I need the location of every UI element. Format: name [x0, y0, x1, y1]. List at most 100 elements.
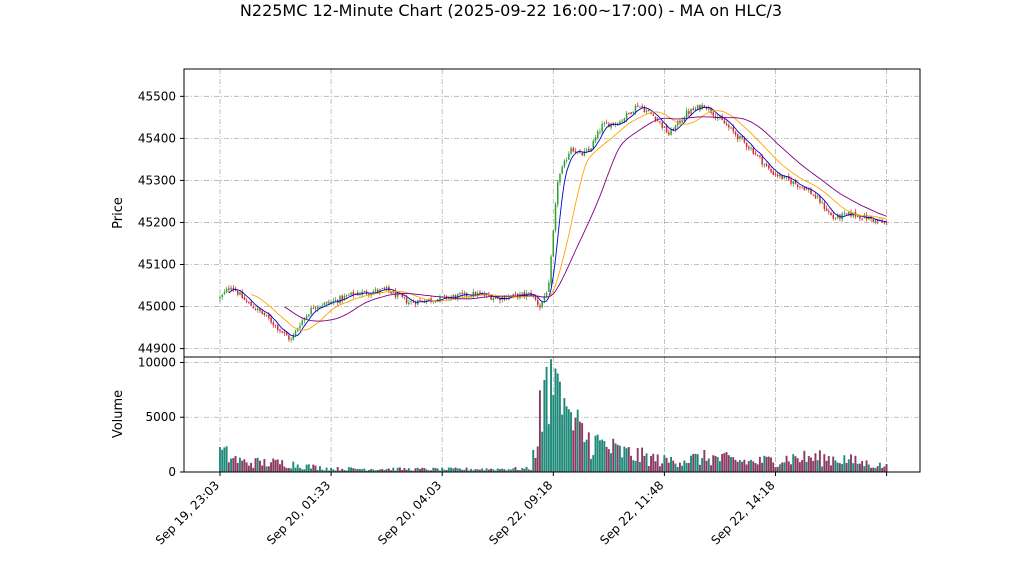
- candle-body: [268, 314, 270, 319]
- candle-body: [668, 132, 670, 135]
- candle-body: [830, 212, 832, 216]
- candle-body: [783, 175, 786, 179]
- candle-body: [594, 137, 597, 142]
- volume-bar: [263, 458, 266, 472]
- volume-bar: [272, 458, 275, 472]
- volume-bar: [605, 446, 608, 472]
- x-ticks: Sep 19, 23:03 Sep 20, 01:33 Sep 20, 04:03 S…: [153, 472, 888, 547]
- candle-body: [563, 160, 566, 167]
- volume-panel-frame: [183, 356, 921, 473]
- candle-body: [332, 300, 335, 303]
- candle-body: [599, 131, 601, 133]
- volume-bar: [734, 459, 737, 472]
- candle-body: [712, 112, 715, 116]
- candle-body: [410, 301, 412, 303]
- volume-bar: [885, 464, 888, 472]
- candle-body: [601, 124, 603, 132]
- candle-body: [317, 307, 319, 309]
- volume-bar: [323, 470, 326, 472]
- volume-bar: [870, 467, 872, 472]
- candle-body: [636, 105, 639, 107]
- volume-bar: [374, 470, 377, 472]
- candle-body: [481, 293, 483, 295]
- volume-bar: [530, 470, 532, 472]
- volume-bar: [614, 443, 617, 472]
- volume-bar: [247, 465, 250, 472]
- volume-bar: [356, 469, 359, 472]
- volume-bar: [847, 459, 850, 472]
- candle-body: [550, 256, 552, 284]
- volume-bar: [716, 456, 719, 472]
- candle-body: [250, 301, 252, 306]
- volume-bar: [850, 454, 852, 472]
- candle-body: [663, 126, 666, 129]
- volume-bar: [447, 467, 450, 472]
- volume-bar: [314, 465, 317, 472]
- volume-bar: [721, 454, 724, 472]
- candle-body: [377, 289, 379, 292]
- volume-bar: [552, 395, 555, 472]
- candle-body: [676, 120, 679, 126]
- volume-bar: [252, 467, 255, 472]
- ma-line-5: [228, 106, 887, 337]
- candle-body: [661, 122, 663, 128]
- volume-bar: [841, 464, 844, 472]
- volume-bar: [256, 457, 259, 472]
- candle-body: [654, 116, 657, 121]
- candle-body: [796, 184, 799, 187]
- volume-bar: [392, 467, 395, 472]
- volume-bar: [536, 446, 539, 472]
- volume-bar: [354, 468, 357, 472]
- volume-bar: [670, 456, 672, 472]
- candle-body: [274, 324, 277, 326]
- candle-body: [856, 215, 859, 218]
- candle-body: [576, 151, 579, 153]
- price-y-tick-label: 44900: [138, 342, 176, 356]
- candle-body: [605, 122, 608, 124]
- candle-body: [283, 331, 286, 333]
- volume-bar: [350, 467, 352, 472]
- volume-bar: [525, 466, 528, 472]
- volume-bar: [316, 469, 319, 472]
- volume-bar: [470, 468, 472, 472]
- volume-bar: [543, 380, 546, 472]
- volume-bar: [221, 449, 224, 472]
- candle-body: [292, 334, 295, 340]
- candle-body: [232, 288, 235, 290]
- candle-body: [477, 293, 479, 296]
- volume-bar: [534, 457, 537, 472]
- volume-bar: [405, 469, 408, 472]
- price-y-ticks: 44900 45000 45100 45200 45300 45400 45500: [138, 89, 184, 356]
- volume-bar: [681, 465, 684, 472]
- volume-bar: [501, 468, 504, 472]
- candle-body: [323, 302, 326, 306]
- volume-bar: [603, 440, 606, 472]
- candle-body: [528, 292, 530, 294]
- candle-body: [372, 291, 375, 294]
- volume-bar: [347, 467, 350, 472]
- candle-body: [610, 123, 612, 128]
- volume-bar: [630, 455, 632, 472]
- volume-bar: [336, 467, 339, 472]
- volume-bar: [414, 468, 417, 472]
- volume-bar: [307, 464, 310, 472]
- volume-bar: [401, 469, 404, 472]
- candle-body: [750, 148, 752, 149]
- candle-body: [756, 154, 759, 156]
- volume-bar: [612, 438, 615, 472]
- candle-body: [339, 296, 341, 304]
- volume-bar: [652, 453, 655, 472]
- candle-body: [545, 292, 548, 296]
- candle-body: [434, 301, 437, 303]
- candle-body: [801, 186, 803, 188]
- candle-body: [257, 308, 259, 310]
- volume-bar: [807, 456, 810, 472]
- candle-body: [408, 302, 410, 305]
- volume-bar: [445, 469, 448, 472]
- candle-body: [832, 214, 835, 219]
- candle-body: [312, 307, 315, 309]
- candle-body: [763, 164, 766, 165]
- volume-bar: [496, 468, 499, 472]
- volume-bar: [832, 456, 835, 472]
- volume-bar: [763, 455, 766, 472]
